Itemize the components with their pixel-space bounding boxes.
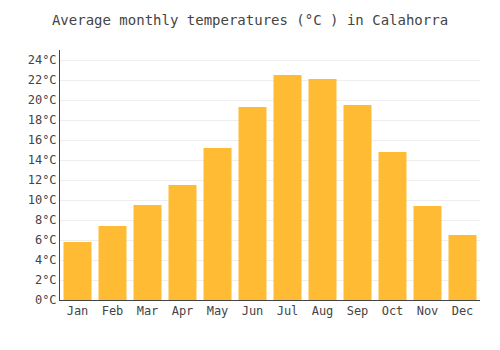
svg-text:Dec: Dec xyxy=(452,304,474,318)
svg-text:12°C: 12°C xyxy=(28,173,57,187)
svg-text:Apr: Apr xyxy=(172,304,194,318)
svg-text:20°C: 20°C xyxy=(28,93,57,107)
svg-text:May: May xyxy=(207,304,229,318)
svg-text:Nov: Nov xyxy=(417,304,439,318)
svg-text:Feb: Feb xyxy=(102,304,124,318)
svg-text:24°C: 24°C xyxy=(28,53,57,67)
svg-text:Jun: Jun xyxy=(242,304,264,318)
svg-text:Average monthly temperatures (: Average monthly temperatures (°C ) in Ca… xyxy=(52,12,448,28)
svg-text:16°C: 16°C xyxy=(28,133,57,147)
svg-text:22°C: 22°C xyxy=(28,73,57,87)
svg-text:18°C: 18°C xyxy=(28,113,57,127)
svg-text:6°C: 6°C xyxy=(35,233,57,247)
svg-text:Aug: Aug xyxy=(312,304,334,318)
svg-text:Oct: Oct xyxy=(382,304,404,318)
svg-text:4°C: 4°C xyxy=(35,253,57,267)
svg-text:14°C: 14°C xyxy=(28,153,57,167)
svg-text:8°C: 8°C xyxy=(35,213,57,227)
svg-text:10°C: 10°C xyxy=(28,193,57,207)
svg-text:0°C: 0°C xyxy=(35,293,57,307)
svg-text:2°C: 2°C xyxy=(35,273,57,287)
svg-text:Mar: Mar xyxy=(137,304,159,318)
svg-text:Jan: Jan xyxy=(67,304,89,318)
svg-text:Sep: Sep xyxy=(347,304,369,318)
svg-text:Jul: Jul xyxy=(277,304,299,318)
